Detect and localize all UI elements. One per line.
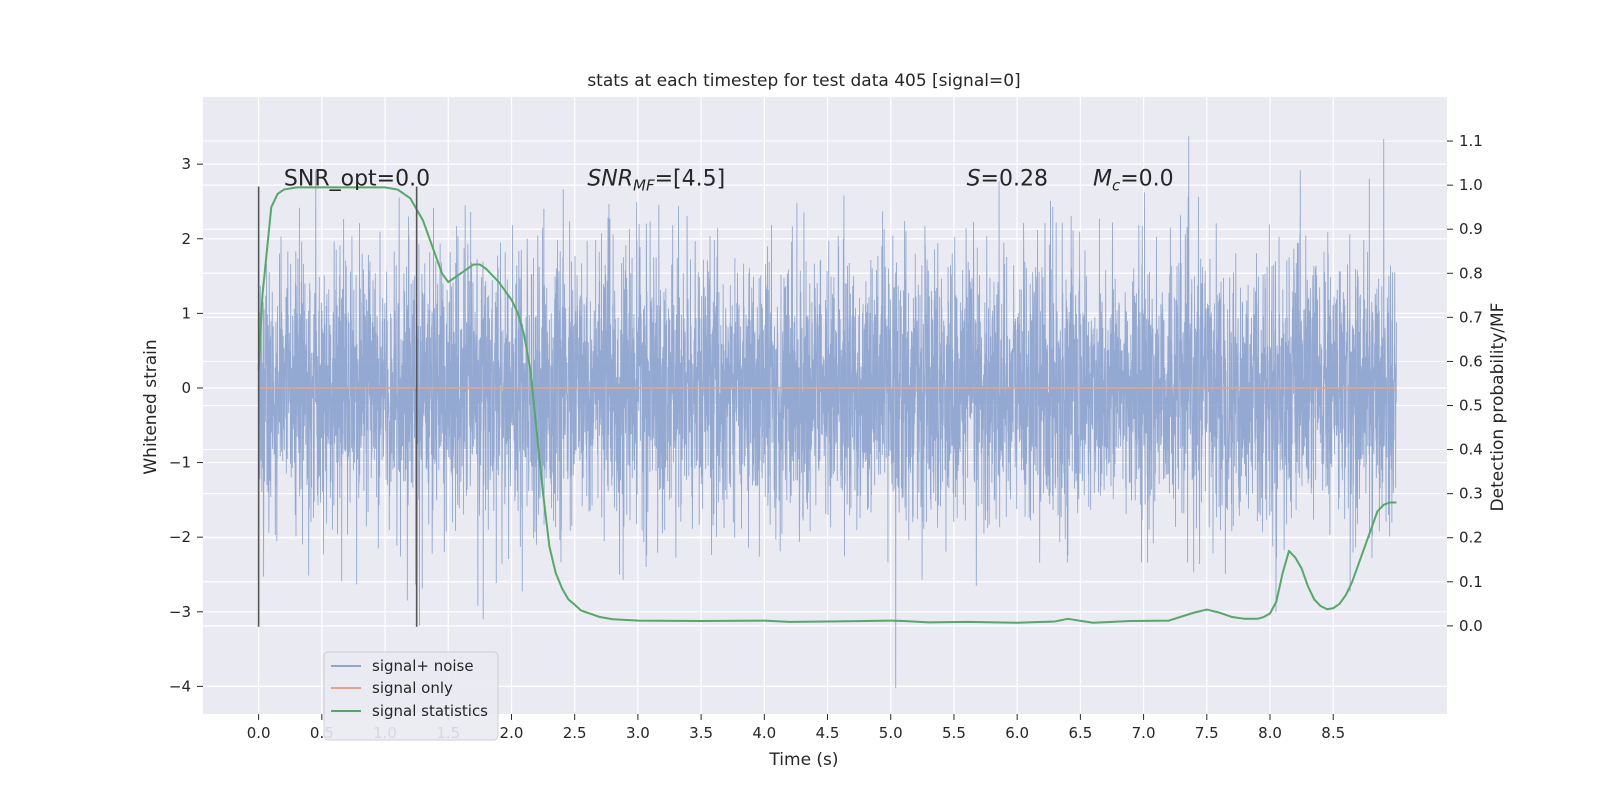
x-tick-label: 3.5 [689, 724, 713, 742]
annotation-text: SNR_opt=0.0 [284, 167, 430, 192]
y2-tick-label: 0.8 [1459, 264, 1483, 282]
x-tick-label: 2.5 [563, 724, 587, 742]
y2-tick-label: 0.1 [1459, 573, 1483, 591]
y2-tick-label: 0.2 [1459, 529, 1483, 547]
x-tick-label: 3.0 [626, 724, 650, 742]
tick-labels: 0.00.51.01.52.02.53.03.54.04.55.05.56.06… [169, 132, 1483, 742]
x-tick-label: 7.5 [1195, 724, 1219, 742]
signal-plus-noise-line [258, 136, 1397, 688]
y2-tick-label: 0.0 [1459, 617, 1483, 635]
vertical-markers [257, 186, 418, 627]
legend-label-signal-statistics: signal statistics [372, 702, 488, 720]
annotation-text: S=0.28 [967, 167, 1048, 192]
y-tick-label: −1 [169, 454, 191, 472]
annotation-text: SNRMF=[4.5] [587, 167, 725, 195]
legend-box [323, 651, 499, 741]
x-tick-label: 8.0 [1258, 724, 1282, 742]
y-tick-label: 1 [181, 304, 191, 322]
y-tick-label: 3 [181, 155, 191, 173]
y-tick-label: 0 [181, 379, 191, 397]
y-tick-label: −3 [169, 603, 191, 621]
legend: signal+ noise signal only signal statist… [323, 651, 499, 741]
x-tick-label: 2.0 [500, 724, 524, 742]
y2-tick-label: 0.6 [1459, 352, 1483, 370]
y2-tick-label: 1.1 [1459, 132, 1483, 150]
legend-label-signal-plus-noise: signal+ noise [372, 657, 474, 675]
x-tick-label: 0.0 [247, 724, 271, 742]
x-tick-label: 4.0 [752, 724, 776, 742]
x-tick-label: 5.0 [879, 724, 903, 742]
signal-plus-noise-series [258, 136, 1397, 688]
line-series [257, 186, 1397, 624]
y-tick-label: −2 [169, 528, 191, 546]
y2-tick-label: 0.3 [1459, 485, 1483, 503]
signal-statistics-line [257, 186, 1397, 624]
y-tick-label: 2 [181, 230, 191, 248]
y-tick-label: −4 [169, 677, 191, 695]
y2-tick-label: 0.7 [1459, 308, 1483, 326]
annotations: SNR_opt=0.0 SNRMF=[4.5] S=0.28 Mc=0.0 [284, 167, 1174, 195]
legend-label-signal-only: signal only [372, 679, 453, 697]
x-tick-label: 7.0 [1132, 724, 1156, 742]
x-tick-label: 8.5 [1321, 724, 1345, 742]
y2-tick-label: 0.9 [1459, 220, 1483, 238]
y2-tick-label: 0.5 [1459, 397, 1483, 415]
y2-tick-label: 0.4 [1459, 441, 1483, 459]
x-tick-label: 6.5 [1068, 724, 1092, 742]
annotation-text: Mc=0.0 [1093, 167, 1174, 195]
x-tick-label: 4.5 [816, 724, 840, 742]
chart-title: stats at each timestep for test data 405… [587, 71, 1020, 91]
x-axis-label: Time (s) [768, 750, 838, 770]
y2-tick-label: 1.0 [1459, 176, 1483, 194]
x-tick-label: 5.5 [942, 724, 966, 742]
y2-axis-label: Detection probability/MF [1488, 303, 1508, 512]
x-tick-label: 6.0 [1005, 724, 1029, 742]
y-axis-label: Whitened strain [141, 339, 161, 474]
